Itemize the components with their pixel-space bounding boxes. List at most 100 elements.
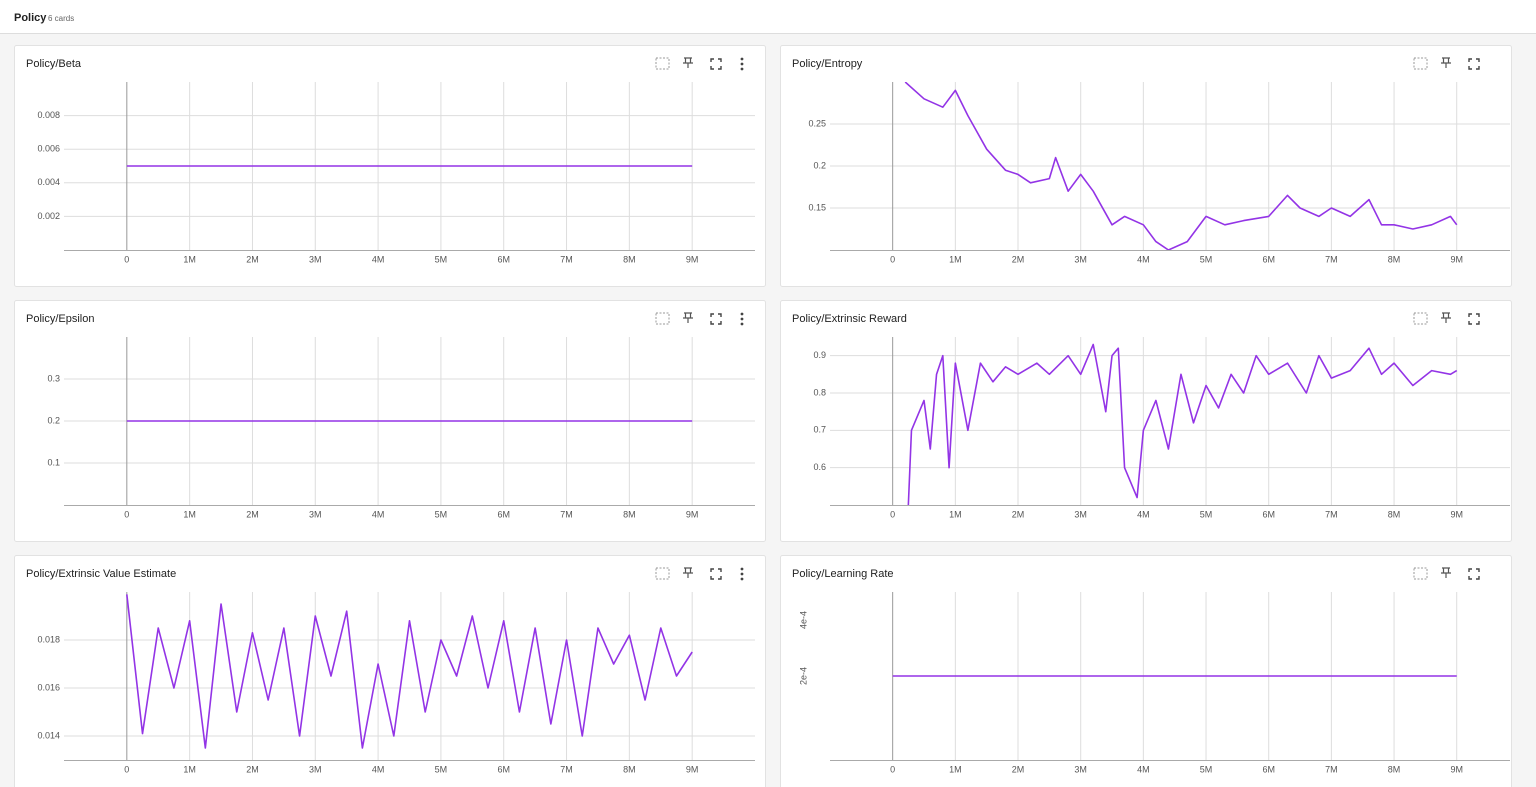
pin-button[interactable] bbox=[1441, 567, 1451, 578]
x-tick-label: 4M bbox=[1137, 254, 1150, 264]
x-tick-label: 6M bbox=[1262, 254, 1275, 264]
x-tick-label: 3M bbox=[309, 509, 322, 519]
x-tick-label: 4M bbox=[1137, 764, 1150, 774]
header-bar bbox=[0, 0, 1536, 33]
x-tick-label: 7M bbox=[1325, 254, 1338, 264]
pin-button[interactable] bbox=[1441, 57, 1451, 68]
chart-card: Policy/Extrinsic Reward 0.6 0.7 0.8 0.9 0 1M 2M… bbox=[780, 300, 1512, 542]
fullscreen-button[interactable] bbox=[710, 568, 722, 580]
x-tick-label: 9M bbox=[686, 254, 699, 264]
y-tick-label: 0.25 bbox=[808, 118, 826, 128]
chart-card: Policy/Entropy 0.15 0.2 0.25 0 1M 2M 3M 4M 5M 6M 7M… bbox=[780, 45, 1512, 287]
menu-dot[interactable] bbox=[740, 317, 744, 321]
menu-dot[interactable] bbox=[740, 57, 744, 61]
x-tick-label: 0 bbox=[890, 509, 895, 519]
pin-button[interactable] bbox=[683, 312, 693, 323]
x-tick-label: 5M bbox=[1200, 764, 1213, 774]
x-tick-label: 1M bbox=[949, 764, 962, 774]
fullscreen-button[interactable] bbox=[1468, 58, 1480, 70]
x-tick-label: 7M bbox=[560, 254, 573, 264]
x-tick-label: 0 bbox=[124, 254, 129, 264]
x-tick-label: 0 bbox=[890, 764, 895, 774]
y-tick-label: 0.2 bbox=[47, 415, 60, 425]
fit-domain-button[interactable] bbox=[1413, 312, 1428, 325]
x-tick-label: 3M bbox=[1074, 254, 1087, 264]
y-tick-label: 0.004 bbox=[37, 177, 60, 187]
y-tick-label: 0.014 bbox=[37, 730, 60, 740]
x-tick-label: 7M bbox=[560, 764, 573, 774]
y-tick-label: 0.006 bbox=[37, 144, 60, 154]
fullscreen-button[interactable] bbox=[710, 58, 722, 70]
x-tick-label: 9M bbox=[1450, 764, 1463, 774]
y-tick-label: 0.016 bbox=[37, 682, 60, 692]
fit-domain-button[interactable] bbox=[1413, 567, 1428, 580]
x-tick-label: 5M bbox=[1200, 254, 1213, 264]
x-tick-label: 1M bbox=[949, 509, 962, 519]
chart-card: Policy/Learning Rate 4e-4 2e-4 0 1M 2M 3M 4M 5M 6… bbox=[780, 555, 1512, 787]
menu-dot[interactable] bbox=[740, 67, 744, 71]
x-tick-label: 4M bbox=[372, 509, 385, 519]
x-tick-label: 2M bbox=[246, 509, 259, 519]
x-tick-label: 7M bbox=[560, 509, 573, 519]
x-tick-label: 8M bbox=[623, 509, 636, 519]
x-tick-label: 1M bbox=[183, 254, 196, 264]
fit-domain-button[interactable] bbox=[655, 567, 670, 580]
fullscreen-button[interactable] bbox=[1468, 568, 1480, 580]
x-tick-label: 0 bbox=[124, 764, 129, 774]
card-title: Policy/Beta bbox=[26, 58, 82, 70]
fit-domain-button[interactable] bbox=[655, 57, 670, 70]
x-tick-label: 9M bbox=[1450, 254, 1463, 264]
x-tick-label: 8M bbox=[1388, 509, 1401, 519]
x-tick-label: 8M bbox=[623, 764, 636, 774]
card-title: Policy/Extrinsic Value Estimate bbox=[26, 568, 176, 580]
fullscreen-button[interactable] bbox=[1468, 313, 1480, 325]
x-tick-label: 0 bbox=[890, 254, 895, 264]
chart-card: Policy/Extrinsic Value Estimate 0.014 0.01… bbox=[14, 555, 766, 787]
menu-dot[interactable] bbox=[740, 577, 744, 581]
x-tick-label: 6M bbox=[497, 764, 510, 774]
x-tick-label: 9M bbox=[686, 509, 699, 519]
pin-button[interactable] bbox=[683, 567, 693, 578]
fit-domain-button[interactable] bbox=[655, 312, 670, 325]
x-tick-label: 5M bbox=[1200, 509, 1213, 519]
fit-domain-button[interactable] bbox=[1413, 57, 1428, 70]
x-tick-label: 1M bbox=[183, 764, 196, 774]
y-tick-label: 0.8 bbox=[813, 387, 826, 397]
pin-button[interactable] bbox=[1441, 312, 1451, 323]
chart-card: Policy/Epsilon 0.1 0.2 0.3 0 1M 2M 3M 4M 5M 6M 7M 8M… bbox=[14, 300, 766, 542]
menu-dot[interactable] bbox=[740, 322, 744, 326]
x-tick-label: 6M bbox=[1262, 764, 1275, 774]
x-tick-label: 2M bbox=[246, 254, 259, 264]
card-background bbox=[780, 300, 1512, 542]
pin-button[interactable] bbox=[683, 57, 693, 68]
x-tick-label: 6M bbox=[497, 254, 510, 264]
y-tick-label: 0.15 bbox=[808, 202, 826, 212]
y-tick-label: 0.7 bbox=[813, 425, 826, 435]
x-tick-label: 1M bbox=[183, 509, 196, 519]
y-tick-label: 0.018 bbox=[37, 634, 60, 644]
x-tick-label: 8M bbox=[623, 254, 636, 264]
menu-dot[interactable] bbox=[740, 572, 744, 576]
x-tick-label: 8M bbox=[1388, 764, 1401, 774]
fullscreen-button[interactable] bbox=[710, 313, 722, 325]
menu-dot[interactable] bbox=[740, 312, 744, 316]
x-tick-label: 9M bbox=[686, 764, 699, 774]
y-tick-label: 0.002 bbox=[37, 211, 60, 221]
x-tick-label: 5M bbox=[435, 764, 448, 774]
menu-dot[interactable] bbox=[740, 567, 744, 571]
x-tick-label: 6M bbox=[497, 509, 510, 519]
menu-dot[interactable] bbox=[740, 62, 744, 66]
x-tick-label: 8M bbox=[1388, 254, 1401, 264]
series-line bbox=[126, 594, 693, 749]
x-tick-label: 9M bbox=[1450, 509, 1463, 519]
y-tick-label: 4e-4 bbox=[798, 611, 808, 629]
card-title: Policy/Extrinsic Reward bbox=[792, 313, 907, 325]
x-tick-label: 5M bbox=[435, 509, 448, 519]
section-title: Policy bbox=[14, 12, 47, 24]
card-title: Policy/Entropy bbox=[792, 58, 863, 70]
x-tick-label: 4M bbox=[372, 254, 385, 264]
x-tick-label: 2M bbox=[246, 764, 259, 774]
card-count: 6 cards bbox=[48, 14, 74, 23]
